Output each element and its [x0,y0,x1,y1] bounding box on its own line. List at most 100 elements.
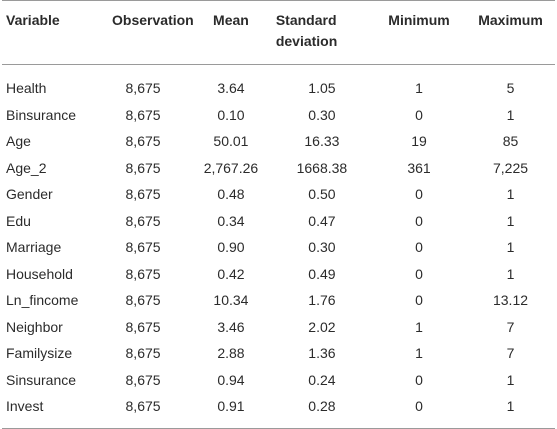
table-row: Edu 8,675 0.34 0.47 0 1 [2,208,555,235]
cell-variable: Binsurance [6,106,77,123]
cell-standard-deviation: 0.47 [308,212,336,229]
cell-mean: 0.10 [217,106,245,123]
cell-observation: 8,675 [125,292,161,308]
cell-maximum: 1 [506,186,515,202]
header-variable: Variable [6,12,60,28]
cell-minimum: 0 [415,265,423,282]
cell-observation: 8,675 [125,159,161,176]
cell-variable: Sinsurance [6,371,77,388]
header-maximum: Maximum [478,12,543,28]
cell-minimum: 19 [411,133,427,149]
header-minimum: Minimum [388,12,450,28]
cell-standard-deviation: 0.49 [308,265,336,282]
cell-minimum: 0 [415,106,423,123]
cell-mean: 2.88 [217,345,245,361]
cell-variable: Age [6,133,31,149]
cell-maximum: 7 [506,318,515,335]
cell-mean: 0.94 [217,371,245,388]
cell-observation: 8,675 [125,318,161,335]
cell-standard-deviation: 0.30 [308,106,336,123]
cell-variable: Familysize [6,345,73,361]
cell-observation: 8,675 [125,133,161,149]
cell-maximum: 7 [506,345,515,361]
cell-mean: 50.01 [213,133,249,149]
cell-standard-deviation: 1668.38 [296,159,348,176]
cell-variable: Household [6,265,73,282]
cell-minimum: 361 [407,159,431,176]
cell-observation: 8,675 [125,398,161,414]
cell-observation: 8,675 [125,265,161,282]
cell-maximum: 1 [506,106,515,123]
cell-variable: Ln_fincome [6,292,79,308]
table-row: Age_2 8,675 2,767.26 1668.38 361 7,225 [2,155,555,182]
cell-mean: 3.46 [217,318,245,335]
table-row: Age 8,675 50.01 16.33 19 85 [2,128,555,155]
table-row: Neighbor 8,675 3.46 2.02 1 7 [2,314,555,341]
cell-mean: 0.91 [217,398,245,414]
table-row: Marriage 8,675 0.90 0.30 0 1 [2,234,555,261]
cell-mean: 3.64 [217,80,245,96]
cell-variable: Age_2 [6,159,47,176]
cell-minimum: 0 [415,292,423,308]
cell-maximum: 1 [506,398,515,414]
cell-mean: 2,767.26 [203,159,259,176]
table-row: Household 8,675 0.42 0.49 0 1 [2,261,555,288]
cell-observation: 8,675 [125,239,161,255]
table-row: Health 8,675 3.64 1.05 1 5 [2,65,555,102]
cell-standard-deviation: 1.05 [308,80,336,96]
cell-minimum: 0 [415,239,423,255]
cell-mean: 10.34 [213,292,249,308]
cell-minimum: 0 [415,186,423,202]
cell-standard-deviation: 1.76 [308,292,336,308]
cell-standard-deviation: 2.02 [308,318,336,335]
cell-observation: 8,675 [125,186,161,202]
cell-maximum: 1 [506,265,515,282]
cell-variable: Health [6,80,47,96]
cell-standard-deviation: 1.36 [308,345,336,361]
cell-minimum: 1 [415,80,423,96]
cell-variable: Neighbor [6,318,63,335]
cell-minimum: 0 [415,371,423,388]
header-row: Variable Observation Mean Standard devia… [2,0,555,65]
cell-maximum: 13.12 [492,292,529,308]
cell-maximum: 1 [506,371,515,388]
cell-observation: 8,675 [125,345,161,361]
cell-standard-deviation: 0.28 [308,398,336,414]
table-row: Ln_fincome 8,675 10.34 1.76 0 13.12 [2,287,555,314]
cell-minimum: 0 [415,398,423,414]
cell-variable: Marriage [6,239,62,255]
cell-observation: 8,675 [125,80,161,96]
cell-mean: 0.42 [217,265,245,282]
cell-maximum: 5 [506,80,515,96]
cell-variable: Invest [6,398,44,414]
cell-mean: 0.34 [217,212,245,229]
cell-mean: 0.90 [217,239,245,255]
cell-observation: 8,675 [125,371,161,388]
cell-maximum: 1 [506,212,515,229]
cell-standard-deviation: 0.50 [308,186,336,202]
cell-maximum: 1 [506,239,515,255]
header-observation: Observation [112,12,194,28]
cell-standard-deviation: 0.24 [308,371,336,388]
cell-variable: Edu [6,212,31,229]
table-row: Gender 8,675 0.48 0.50 0 1 [2,181,555,208]
cell-mean: 0.48 [217,186,245,202]
cell-standard-deviation: 0.30 [308,239,336,255]
cell-maximum: 85 [502,133,519,149]
table-row: Binsurance 8,675 0.10 0.30 0 1 [2,102,555,129]
table-row: Invest 8,675 0.91 0.28 0 1 [2,393,555,428]
cell-minimum: 0 [415,212,423,229]
header-standard-deviation: Standard deviation [275,12,338,49]
cell-minimum: 1 [415,318,423,335]
cell-observation: 8,675 [125,106,161,123]
table-row: Sinsurance 8,675 0.94 0.24 0 1 [2,367,555,394]
table-header: Variable Observation Mean Standard devia… [2,0,555,65]
table-row: Familysize 8,675 2.88 1.36 1 7 [2,340,555,367]
cell-minimum: 1 [415,345,423,361]
cell-maximum: 7,225 [492,159,529,176]
table-body: Health 8,675 3.64 1.05 1 5 Binsurance 8,675 0.10… [2,65,555,428]
cell-variable: Gender [6,186,53,202]
cell-standard-deviation: 16.33 [304,133,340,149]
